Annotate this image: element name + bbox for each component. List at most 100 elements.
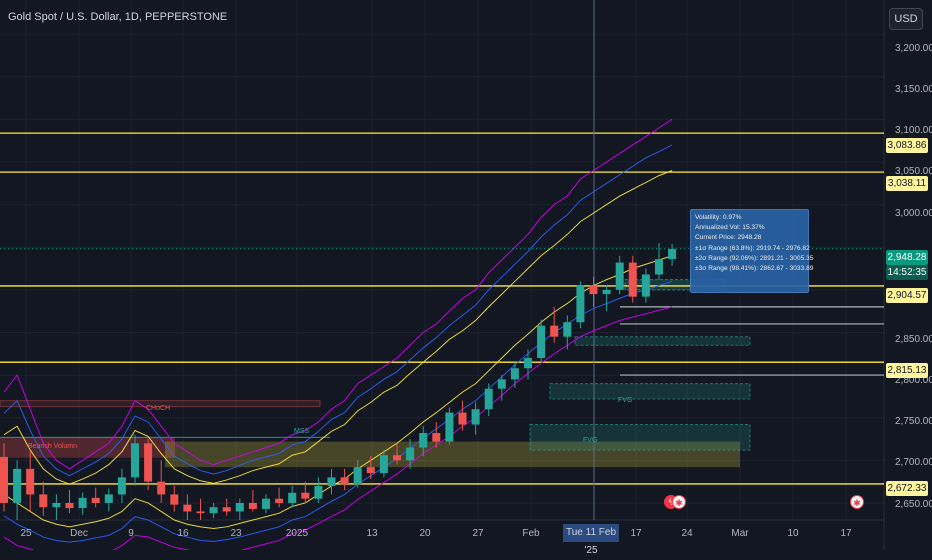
candle-body <box>655 259 663 274</box>
candle-body <box>419 433 427 447</box>
candle-body <box>668 249 676 259</box>
price-tick: 3,200.00 <box>895 43 932 54</box>
candle-body <box>66 503 74 508</box>
time-tick: 27 <box>472 528 483 539</box>
price-tick: 2,750.00 <box>895 416 932 427</box>
crosshair-date-label: Tue 11 Feb '25 <box>563 524 619 542</box>
candle-body <box>144 443 152 481</box>
candle-body <box>642 274 650 296</box>
candle-body <box>92 498 100 503</box>
fvg-zone <box>550 384 750 399</box>
candle-body <box>105 494 113 503</box>
level-label: 2,672.33 <box>886 481 928 496</box>
candle-body <box>485 389 493 409</box>
us-flag-icon[interactable]: ✱ <box>850 495 864 509</box>
symbol-title: Gold Spot / U.S. Dollar, 1D, PEPPERSTONE <box>8 11 227 23</box>
price-tick: 3,150.00 <box>895 84 932 95</box>
time-tick: Dec <box>70 528 88 539</box>
currency-button[interactable]: USD <box>889 8 923 30</box>
candle-body <box>524 358 532 368</box>
candle-body <box>170 494 178 504</box>
candle-body <box>603 290 611 294</box>
candle-body <box>118 477 126 494</box>
level-label: 2,904.57 <box>886 288 928 303</box>
volatility-panel: Volatility: 0.97% Annualized Vol: 15.37%… <box>690 209 809 293</box>
time-tick: 9 <box>128 528 134 539</box>
level-label: 2,815.13 <box>886 363 928 378</box>
candle-body <box>223 507 231 511</box>
candle-body <box>432 433 440 442</box>
candle-body <box>262 499 270 509</box>
candle-body <box>629 263 637 297</box>
candle-body <box>328 477 336 486</box>
time-tick: 17 <box>840 528 851 539</box>
candle-body <box>52 503 60 507</box>
candle-body <box>367 467 375 473</box>
candle-body <box>550 326 558 337</box>
candle-body <box>576 286 584 323</box>
candle-body <box>445 413 453 442</box>
candle-body <box>0 457 8 503</box>
volatility-line: Annualized Vol: 15.37% <box>695 223 804 233</box>
mss-label: MSS <box>294 428 309 435</box>
candle-body <box>406 448 414 461</box>
candle-body <box>13 469 21 503</box>
candle-body <box>210 507 218 513</box>
candle-body <box>498 379 506 388</box>
candle-body <box>380 455 388 473</box>
price-tick: 2,850.00 <box>895 334 932 345</box>
candle-body <box>472 409 480 424</box>
volatility-line: ±3σ Range (98.41%): 2862.67 - 3033.89 <box>695 264 804 274</box>
candle-body <box>314 486 322 499</box>
candle-body <box>183 505 191 512</box>
candle-body <box>26 469 34 495</box>
fvg-label: FVG <box>618 397 632 404</box>
candle-body <box>197 511 205 513</box>
time-tick: 13 <box>366 528 377 539</box>
candle-body <box>301 493 309 499</box>
time-tick: Feb <box>522 528 539 539</box>
price-tick: 3,000.00 <box>895 208 932 219</box>
level-label: 3,038.11 <box>886 176 928 191</box>
price-tick: 2,700.00 <box>895 457 932 468</box>
price-tick: 3,100.00 <box>895 125 932 136</box>
time-tick: Mar <box>731 528 748 539</box>
candle-body <box>341 477 349 484</box>
candle-body <box>511 368 519 379</box>
candle-body <box>616 263 624 290</box>
candle-body <box>236 503 244 512</box>
time-tick: 16 <box>177 528 188 539</box>
candle-body <box>79 498 87 508</box>
time-tick: 25 <box>20 528 31 539</box>
candle-body <box>288 493 296 503</box>
candle-body <box>354 467 362 484</box>
zone-label: Bearish Volumn <box>28 443 77 450</box>
price-tick: 2,650.00 <box>895 499 932 510</box>
candle-body <box>590 286 598 295</box>
volatility-line: Volatility: 0.97% <box>695 213 804 223</box>
candle-body <box>459 413 467 425</box>
time-tick: 2025 <box>286 528 308 539</box>
volatility-line: ±1σ Range (63.8%): 2919.74 - 2976.82 <box>695 244 804 254</box>
time-tick: 20 <box>419 528 430 539</box>
fvg-zone <box>575 337 750 346</box>
time-tick: 17 <box>630 528 641 539</box>
us-flag-icon[interactable]: ✱ <box>672 495 686 509</box>
time-tick: 23 <box>230 528 241 539</box>
time-tick: 10 <box>787 528 798 539</box>
candle-body <box>393 455 401 460</box>
fvg-zone <box>530 425 750 451</box>
time-tick: 24 <box>681 528 692 539</box>
volatility-line: Current Price: 2948.28 <box>695 233 804 243</box>
candle-body <box>563 322 571 336</box>
level-label: 3,083.86 <box>886 138 928 153</box>
choch-label: CHoCH <box>146 405 170 412</box>
candle-body <box>157 482 165 495</box>
current-price-label: 2,948.28 <box>886 250 928 265</box>
candle-body <box>131 443 139 477</box>
candle-body <box>275 499 283 503</box>
candle-body <box>249 503 257 509</box>
candle-body <box>537 326 545 358</box>
candle-body <box>39 494 47 507</box>
